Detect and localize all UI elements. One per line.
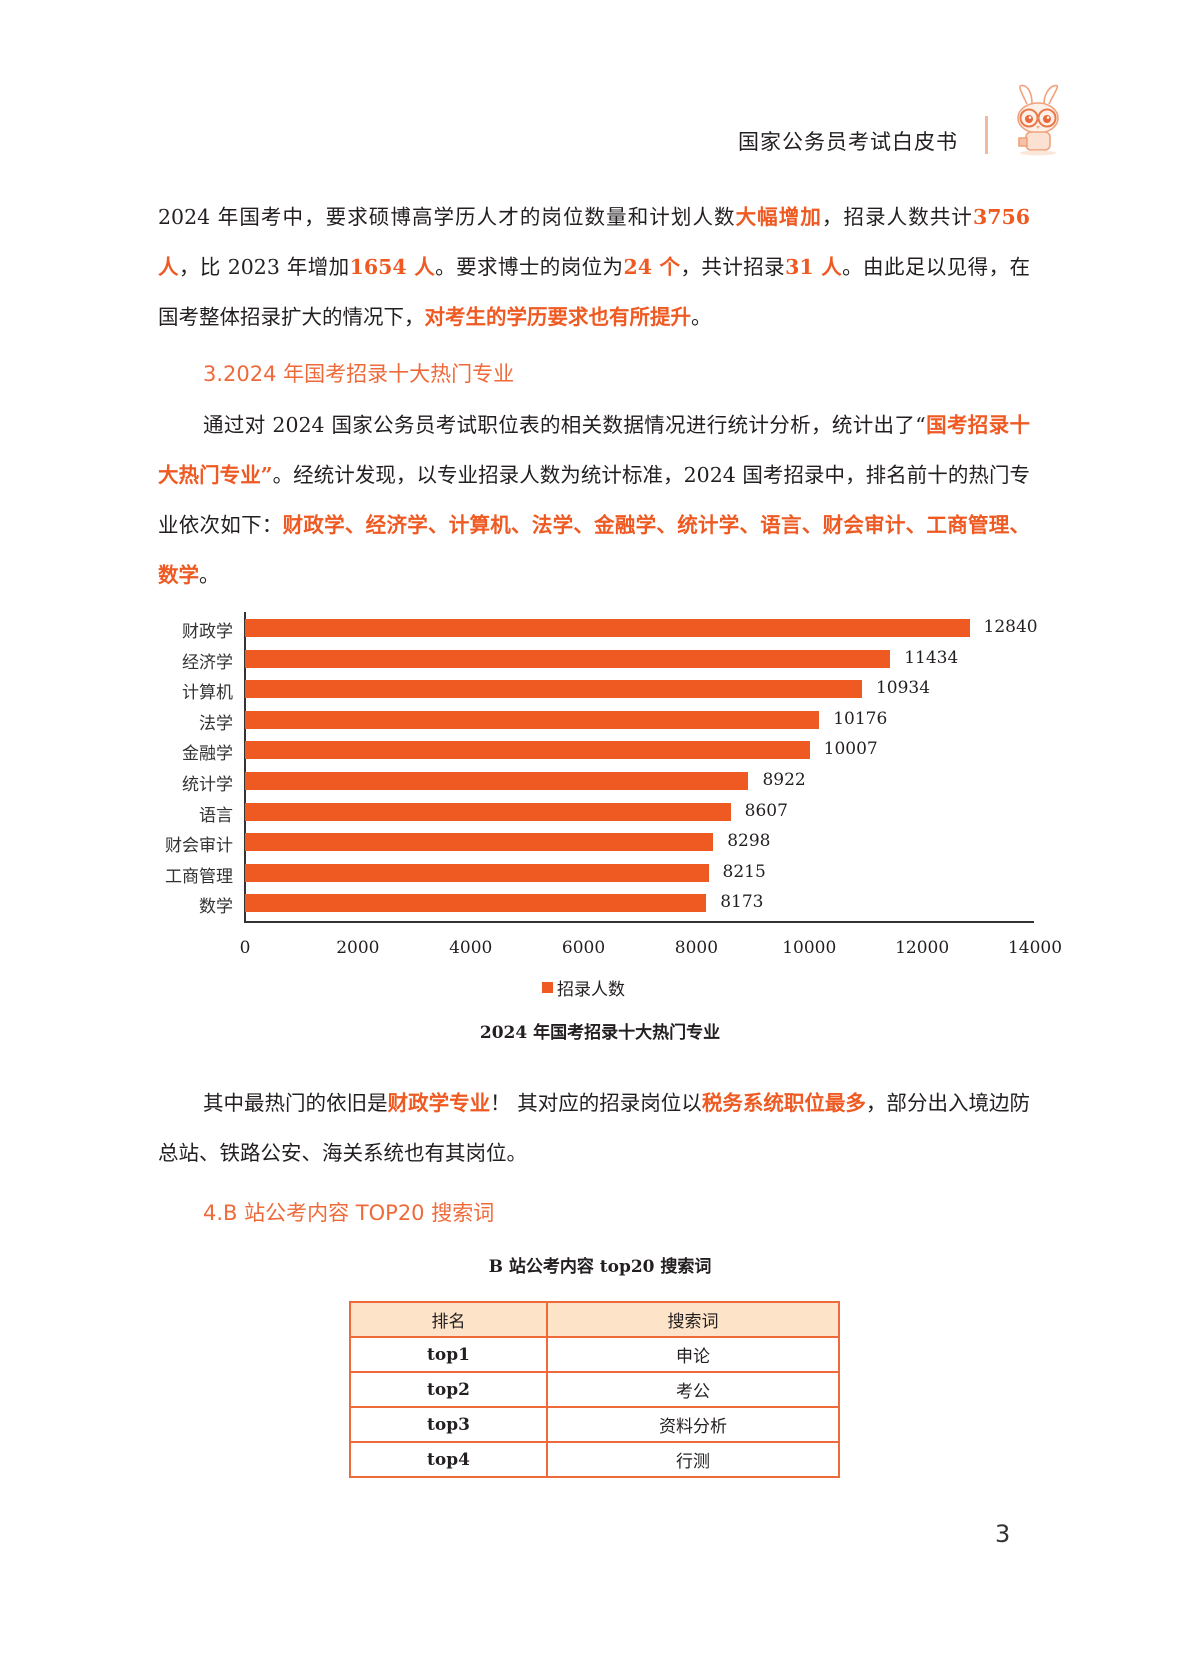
text-run: 通过对 2024 国家公务员考试职位表的相关数据情况进行统计分析，统计出了“: [203, 413, 926, 437]
bar: [245, 802, 731, 821]
rabbit-mascot-icon: [1005, 82, 1071, 158]
x-tick-label: 4000: [449, 938, 493, 958]
x-tick-label: 2000: [336, 938, 380, 958]
column-header-rank: 排名: [349, 1301, 548, 1338]
x-axis-line: [244, 921, 1034, 923]
section-3-paragraph: 通过对 2024 国家公务员考试职位表的相关数据情况进行统计分析，统计出了“国考…: [158, 400, 1030, 600]
highlight-run: 财政学、经济学、计算机、法学、金融学、统计学、语言、财会审计、工商管理、数学: [158, 513, 1030, 587]
highlight-run: 对考生的学历要求也有所提升: [424, 305, 692, 329]
text-run: 。: [199, 563, 220, 587]
data-label: 8922: [762, 770, 806, 790]
bar: [245, 710, 820, 729]
text-run: ，比 2023 年增加: [178, 255, 350, 279]
keyword-cell: 行测: [546, 1441, 840, 1478]
rank-cell: top4: [349, 1441, 548, 1478]
table-row: top3 资料分析: [349, 1406, 840, 1443]
running-header-title: 国家公务员考试白皮书: [738, 130, 958, 154]
y-axis-label: 法学: [199, 713, 233, 734]
highlight-run: 财政学专业: [387, 1091, 491, 1115]
legend-label: 招录人数: [557, 980, 625, 1000]
legend-swatch: [542, 982, 553, 993]
text-run: ，招录人数共计: [821, 205, 973, 229]
highlight-run: 国考招录十大热门专业”: [158, 413, 1031, 487]
x-tick-label: 8000: [674, 938, 719, 958]
after-chart-paragraph: 其中最热门的依旧是财政学专业！ 其对应的招录岗位以税务系统职位最多，部分出入境边…: [158, 1078, 1030, 1178]
bar: [245, 741, 810, 760]
y-axis-label: 工商管理: [165, 866, 233, 887]
y-axis-label: 计算机: [182, 683, 233, 704]
bar: [245, 894, 707, 913]
highlight-run: 3756 人: [158, 205, 1031, 279]
rank-cell: top1: [349, 1336, 548, 1373]
rank-cell: top2: [349, 1371, 548, 1408]
header-divider: [985, 116, 988, 154]
x-tick-label: 12000: [895, 938, 950, 958]
y-axis-line: [244, 612, 246, 922]
highlight-run: 31 人: [785, 255, 843, 279]
x-tick-label: 14000: [1007, 938, 1063, 958]
data-label: 8173: [720, 892, 764, 913]
chart-legend: 招录人数: [542, 975, 625, 1000]
section-3-heading: 3.2024 年国考招录十大热门专业: [203, 362, 515, 386]
text-run: 。经统计发现，以专业招录人数为统计标准，2024 国考招录中，排名前十的热门专业…: [158, 463, 1030, 537]
table-row: top1 申论: [349, 1336, 840, 1373]
table-caption: B 站公考内容 top20 搜索词: [488, 1257, 712, 1277]
x-tick-label: 0: [239, 938, 251, 958]
section-4-heading: 4.B 站公考内容 TOP20 搜索词: [203, 1201, 495, 1225]
data-label: 8298: [727, 831, 771, 852]
x-axis-ticks: 0 2000 4000 6000 8000 10000 12000 14000: [150, 938, 1062, 968]
data-label: 12840: [983, 617, 1038, 637]
intro-paragraph: 2024 年国考中，要求硕博高学历人才的岗位数量和计划人数大幅增加，招录人数共计…: [158, 192, 1030, 342]
bar: [245, 680, 862, 699]
data-label: 11434: [904, 647, 959, 668]
text-run: 2024 年国考中，要求硕博高学历人才的岗位数量和计划人数: [158, 205, 736, 229]
keyword-cell: 资料分析: [546, 1406, 840, 1443]
page-number: 3: [995, 1520, 1011, 1548]
x-tick-label: 10000: [782, 938, 837, 958]
bar: [245, 649, 891, 668]
y-axis-label: 数学: [199, 897, 233, 918]
text-run: 。要求博士的岗位为: [435, 255, 624, 279]
bar: [245, 772, 749, 790]
table-row: top2 考公: [349, 1371, 840, 1408]
text-run: ！ 其对应的招录岗位以: [490, 1091, 702, 1115]
text-run: ，共计招录: [680, 255, 786, 279]
chart-plot-area: 财政学 12840 经济学 11434 计算机 10934 法学 10176 金融学 10007 统…: [150, 608, 1050, 938]
table-header-row: 排名 搜索词: [349, 1301, 840, 1338]
highlight-run: 1654 人: [349, 255, 436, 279]
bar-chart: 财政学 12840 经济学 11434 计算机 10934 法学 10176 金融学 10007 统…: [150, 608, 1062, 1028]
x-tick-label: 6000: [561, 938, 606, 958]
highlight-run: 大幅增加: [735, 205, 822, 229]
text-run: 。: [691, 305, 712, 329]
y-axis-label: 财政学: [182, 622, 233, 642]
text-run: ，部分出入境边防总站、铁路公安、海关系统也有其岗位。: [158, 1091, 1031, 1165]
data-label: 8607: [744, 800, 788, 821]
rank-cell: top3: [349, 1406, 548, 1443]
bar: [245, 619, 970, 637]
y-axis-label: 财会审计: [165, 836, 233, 857]
search-terms-table: 排名 搜索词 top1 申论 top2 考公 top3 资料分析 top4 行测: [349, 1301, 840, 1478]
highlight-run: 税务系统职位最多: [701, 1091, 866, 1115]
bar: [245, 863, 709, 882]
text-run: 。由此足以见得，在国考整体招录扩大的情况下，: [158, 255, 1031, 329]
y-axis-label: 经济学: [182, 652, 233, 673]
keyword-cell: 考公: [546, 1371, 840, 1408]
data-label: 10934: [875, 678, 931, 699]
y-axis-label: 金融学: [182, 744, 233, 765]
data-label: 10007: [823, 739, 878, 760]
data-label: 10176: [833, 708, 888, 729]
table-row: top4 行测: [349, 1441, 840, 1478]
text-run: 其中最热门的依旧是: [203, 1091, 388, 1115]
y-axis-label: 语言: [199, 805, 233, 826]
highlight-run: 24 个: [623, 255, 681, 279]
bar: [245, 833, 714, 852]
data-label: 8215: [722, 861, 766, 882]
column-header-keyword: 搜索词: [546, 1301, 840, 1338]
y-axis-label: 统计学: [182, 775, 233, 795]
keyword-cell: 申论: [546, 1336, 840, 1373]
chart-caption: 2024 年国考招录十大热门专业: [479, 1023, 721, 1043]
